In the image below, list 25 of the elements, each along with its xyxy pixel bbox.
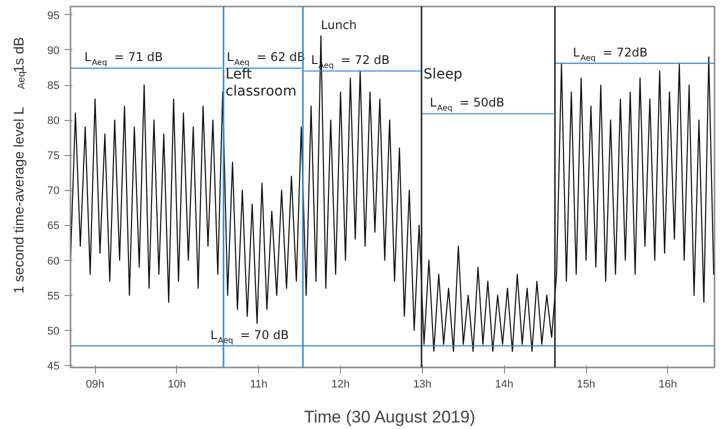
ref-line-label: Sleep	[424, 66, 463, 82]
x-tick-label: 15h	[576, 378, 596, 390]
y-tick-label: 45	[47, 360, 60, 372]
x-tick-label: 12h	[331, 378, 350, 390]
y-tick-label: 50	[47, 325, 60, 338]
x-tick-label: 09h	[86, 378, 104, 390]
text: 1 second time-average level LAeq1s dB	[10, 36, 28, 294]
y-tick-label: 75	[47, 150, 60, 162]
x-axis-title: Time (30 August 2019)	[304, 408, 476, 426]
y-tick-label: 90	[47, 44, 60, 57]
y-tick-label: 80	[47, 115, 60, 128]
annotation: Lunch	[320, 18, 357, 32]
x-tick-label: 13h	[413, 378, 432, 390]
y-tick-label: 65	[47, 220, 60, 232]
y-tick-label: 55	[47, 290, 60, 302]
ref-line-label: Left classroom	[226, 66, 297, 100]
y-tick-label: 95	[47, 10, 60, 22]
y-tick-label: 60	[47, 255, 60, 268]
x-tick-label: 14h	[495, 378, 514, 390]
x-tick-label: 16h	[658, 378, 678, 390]
y-tick-label: 85	[47, 80, 60, 92]
y-tick-label: 70	[47, 185, 60, 198]
x-tick-label: 10h	[168, 378, 186, 390]
x-tick-label: 11h	[250, 378, 268, 390]
line-series	[70, 35, 714, 352]
